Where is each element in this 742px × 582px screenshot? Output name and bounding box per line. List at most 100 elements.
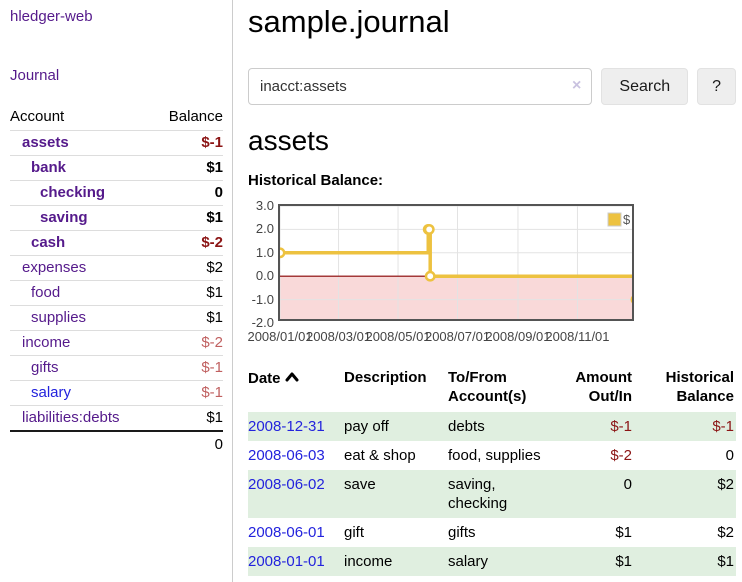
y-axis-tick-label: 2.0 [255, 221, 274, 237]
account-balance: $-1 [152, 130, 223, 156]
accounts-header-balance: Balance [152, 104, 223, 131]
transaction-date-link[interactable]: 2008-06-01 [248, 524, 325, 541]
transaction-accounts: gifts [448, 524, 476, 541]
y-axis-tick-label: 3.0 [255, 198, 274, 213]
x-axis-tick-label: 2008/03/01 [305, 329, 372, 344]
sort-ascending-icon [285, 368, 299, 387]
accounts-table: Account Balance assets $-1 bank $1 check… [10, 104, 223, 457]
transaction-amount: $-2 [610, 447, 632, 464]
account-row: cash $-2 [10, 230, 223, 256]
transaction-description: eat & shop [344, 447, 416, 464]
account-link[interactable]: bank [31, 159, 67, 176]
register-header-amount: Amount Out/In [575, 369, 632, 405]
account-link[interactable]: cash [31, 234, 66, 251]
x-axis-tick-label: 2008/11/01 [545, 329, 610, 344]
search-input[interactable] [248, 68, 593, 105]
register-header-balance: Historical Balance [665, 369, 734, 405]
account-row: expenses $2 [10, 255, 223, 281]
account-link[interactable]: checking [40, 184, 106, 201]
transaction-amount: $-1 [610, 418, 632, 435]
clear-search-icon[interactable]: × [572, 77, 582, 94]
transaction-accounts: debts [448, 418, 485, 435]
y-axis-tick-label: -1.0 [251, 291, 274, 307]
transaction-description: income [344, 553, 393, 570]
y-axis-tick-label: -2.0 [251, 315, 274, 330]
x-axis-tick-label: 2008/09/01 [485, 329, 551, 344]
historical-balance-chart: $3.0 2.0 1.0 0.0 -1.0 -2.0 2008/01/01 2008/03/0… [247, 199, 678, 346]
transaction-date-link[interactable]: 2008-12-31 [248, 418, 325, 435]
account-row: checking 0 [10, 180, 223, 206]
account-balance: $-2 [152, 330, 223, 356]
transaction-balance: $1 [717, 553, 734, 570]
register-header-row: Date Description To/From Account(s) Amou… [248, 364, 736, 412]
y-axis-tick-label: 0.0 [255, 268, 274, 284]
transaction-balance: $2 [717, 524, 734, 541]
account-row: supplies $1 [10, 305, 223, 331]
account-link[interactable]: food [31, 284, 61, 301]
transaction-amount: $1 [615, 553, 632, 570]
account-link[interactable]: supplies [31, 309, 87, 326]
transaction-amount: 0 [623, 476, 632, 493]
account-balance: $1 [152, 205, 223, 231]
transaction-accounts: food, supplies [448, 447, 541, 464]
account-balance: $-2 [152, 230, 223, 256]
transaction-row: 2008-01-01 income salary $1 $1 [248, 547, 736, 576]
transaction-date-link[interactable]: 2008-01-01 [248, 553, 325, 570]
account-row: saving $1 [10, 205, 223, 231]
account-row: bank $1 [10, 155, 223, 181]
accounts-header-account: Account [10, 104, 153, 131]
account-row: salary $-1 [10, 380, 223, 406]
transaction-description: pay off [344, 418, 389, 435]
transaction-date-link[interactable]: 2008-06-02 [248, 476, 325, 493]
account-link[interactable]: assets [22, 134, 69, 151]
accounts-total-balance: 0 [152, 430, 223, 457]
transaction-date-link[interactable]: 2008-06-03 [248, 447, 325, 464]
transaction-row: 2008-06-01 gift gifts $1 $2 [248, 518, 736, 547]
x-axis-tick-label: 2008/01/01 [247, 329, 313, 344]
account-link[interactable]: saving [40, 209, 88, 226]
search-form: × Search ? [248, 68, 736, 105]
transaction-description: gift [344, 524, 365, 541]
account-balance: $-1 [152, 355, 223, 381]
y-axis-tick-label: 1.0 [255, 244, 274, 260]
transaction-accounts: saving, checking [448, 476, 508, 512]
account-link[interactable]: salary [31, 384, 72, 401]
search-input-wrap: × [248, 68, 593, 105]
app-brand-link[interactable]: hledger-web [10, 8, 93, 25]
main-content: sample.journal × Search ? assets Histori… [247, 0, 736, 576]
search-button[interactable]: Search [601, 68, 689, 105]
account-link[interactable]: expenses [22, 259, 87, 276]
transaction-row: 2008-06-02 save saving, checking 0 $2 [248, 470, 736, 518]
chart-plot-area: $ [278, 204, 634, 321]
chart-title: Historical Balance: [248, 172, 384, 189]
page-title: sample.journal [248, 4, 450, 39]
account-balance: $1 [152, 280, 223, 306]
account-row: income $-2 [10, 330, 223, 356]
transaction-balance: 0 [725, 447, 734, 464]
account-balance: $1 [152, 305, 223, 331]
svg-text:$: $ [623, 212, 631, 227]
account-link[interactable]: gifts [31, 359, 59, 376]
transaction-amount: $1 [615, 524, 632, 541]
accounts-header-row: Account Balance [10, 104, 223, 131]
transaction-description: save [344, 476, 376, 493]
sidebar: hledger-web Journal Account Balance asse… [0, 0, 233, 582]
register-header-date[interactable]: Date [248, 364, 344, 412]
x-axis-tick-label: 2008/07/01 [424, 329, 491, 344]
account-balance: $-1 [152, 380, 223, 406]
account-heading: assets [248, 125, 329, 156]
x-axis-tick-label: 2008/05/01 [365, 329, 431, 344]
accounts-total-row: 0 [10, 430, 223, 457]
transaction-row: 2008-12-31 pay off debts $-1 $-1 [248, 412, 736, 441]
register-header-date-label: Date [248, 370, 281, 387]
transaction-balance: $-1 [712, 418, 734, 435]
account-link[interactable]: liabilities:debts [22, 409, 120, 426]
sidebar-nav-journal[interactable]: Journal [10, 67, 60, 84]
register-header-accounts: To/From Account(s) [448, 369, 527, 405]
register-table: Date Description To/From Account(s) Amou… [248, 364, 736, 576]
account-balance: $2 [152, 255, 223, 281]
search-help-button[interactable]: ? [697, 68, 736, 105]
account-link[interactable]: income [22, 334, 71, 351]
account-row: food $1 [10, 280, 223, 306]
register-header-description: Description [344, 369, 427, 386]
